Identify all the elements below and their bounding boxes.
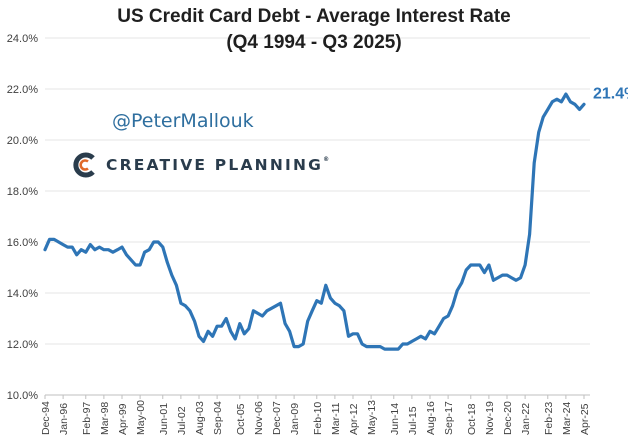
creative-planning-c-logo-icon [73,152,95,178]
x-tick-label: Jul-15 [407,406,419,435]
x-tick-label: Apr-12 [348,403,360,435]
brand-name: CREATIVE PLANNING® [106,156,332,174]
x-tick-label: May-00 [135,400,147,435]
series-line-average-interest-rate [43,92,586,351]
x-tick-label: Mar-98 [99,402,111,435]
x-tick-label: May-13 [366,400,378,435]
brand-logo: CREATIVE PLANNING® [72,150,331,180]
x-tick-label: Jun-01 [158,403,170,435]
x-tick-label: Jan-09 [289,403,301,435]
y-tick-label: 22.0% [7,84,38,96]
y-tick-label: 20.0% [7,135,38,147]
chart-title-line2: (Q4 1994 - Q3 2025) [226,32,402,53]
y-tick-label: 16.0% [7,237,38,249]
end-value-label: 21.4% [593,85,628,102]
x-tick-label: Jun-14 [389,403,401,435]
y-tick-label: 12.0% [7,339,38,351]
y-tick-label: 24.0% [7,33,38,45]
x-tick-label: Nov-06 [253,401,265,435]
x-tick-label: Feb-23 [543,402,555,435]
y-tick-label: 18.0% [7,186,38,198]
x-tick-label: Sep-04 [212,401,224,435]
x-tick-label: Feb-10 [312,402,324,435]
x-tick-label: Dec-07 [271,401,283,435]
trademark-mark: ® [323,156,332,163]
twitter-handle: @PeterMallouk [112,110,254,132]
x-tick-label: Dec-20 [502,401,514,435]
x-tick-label: Oct-05 [235,403,247,435]
x-tick-label: Aug-03 [194,401,206,435]
x-tick-label: Aug-16 [425,401,437,435]
x-tick-label: Jan-96 [58,403,70,435]
x-tick-label: Oct-18 [466,403,478,435]
chart-title-line1: US Credit Card Debt - Average Interest R… [117,6,511,27]
y-tick-label: 14.0% [7,288,38,300]
x-tick-label: Apr-99 [117,403,129,435]
x-tick-label: Mar-11 [330,402,342,435]
x-tick-label: Sep-17 [443,401,455,435]
x-tick-label: Mar-24 [561,402,573,435]
x-axis: Dec-94 Jan-96 Feb-97 Mar-98 Apr-99 May-00 Jun-… [40,395,591,435]
y-gridlines [45,37,590,396]
x-tick-label: Dec-94 [40,401,52,435]
y-tick-label: 10.0% [7,390,38,402]
x-tick-label: Jul-02 [176,406,188,435]
x-tick-label: Apr-25 [579,403,591,435]
x-tick-label: Feb-97 [81,402,93,435]
x-tick-label: Nov-19 [484,401,496,435]
y-axis: 10.0% 12.0% 14.0% 16.0% 18.0% 20.0% 22.0% 24.0% [7,33,38,402]
x-tick-label: Jan-22 [520,403,532,435]
